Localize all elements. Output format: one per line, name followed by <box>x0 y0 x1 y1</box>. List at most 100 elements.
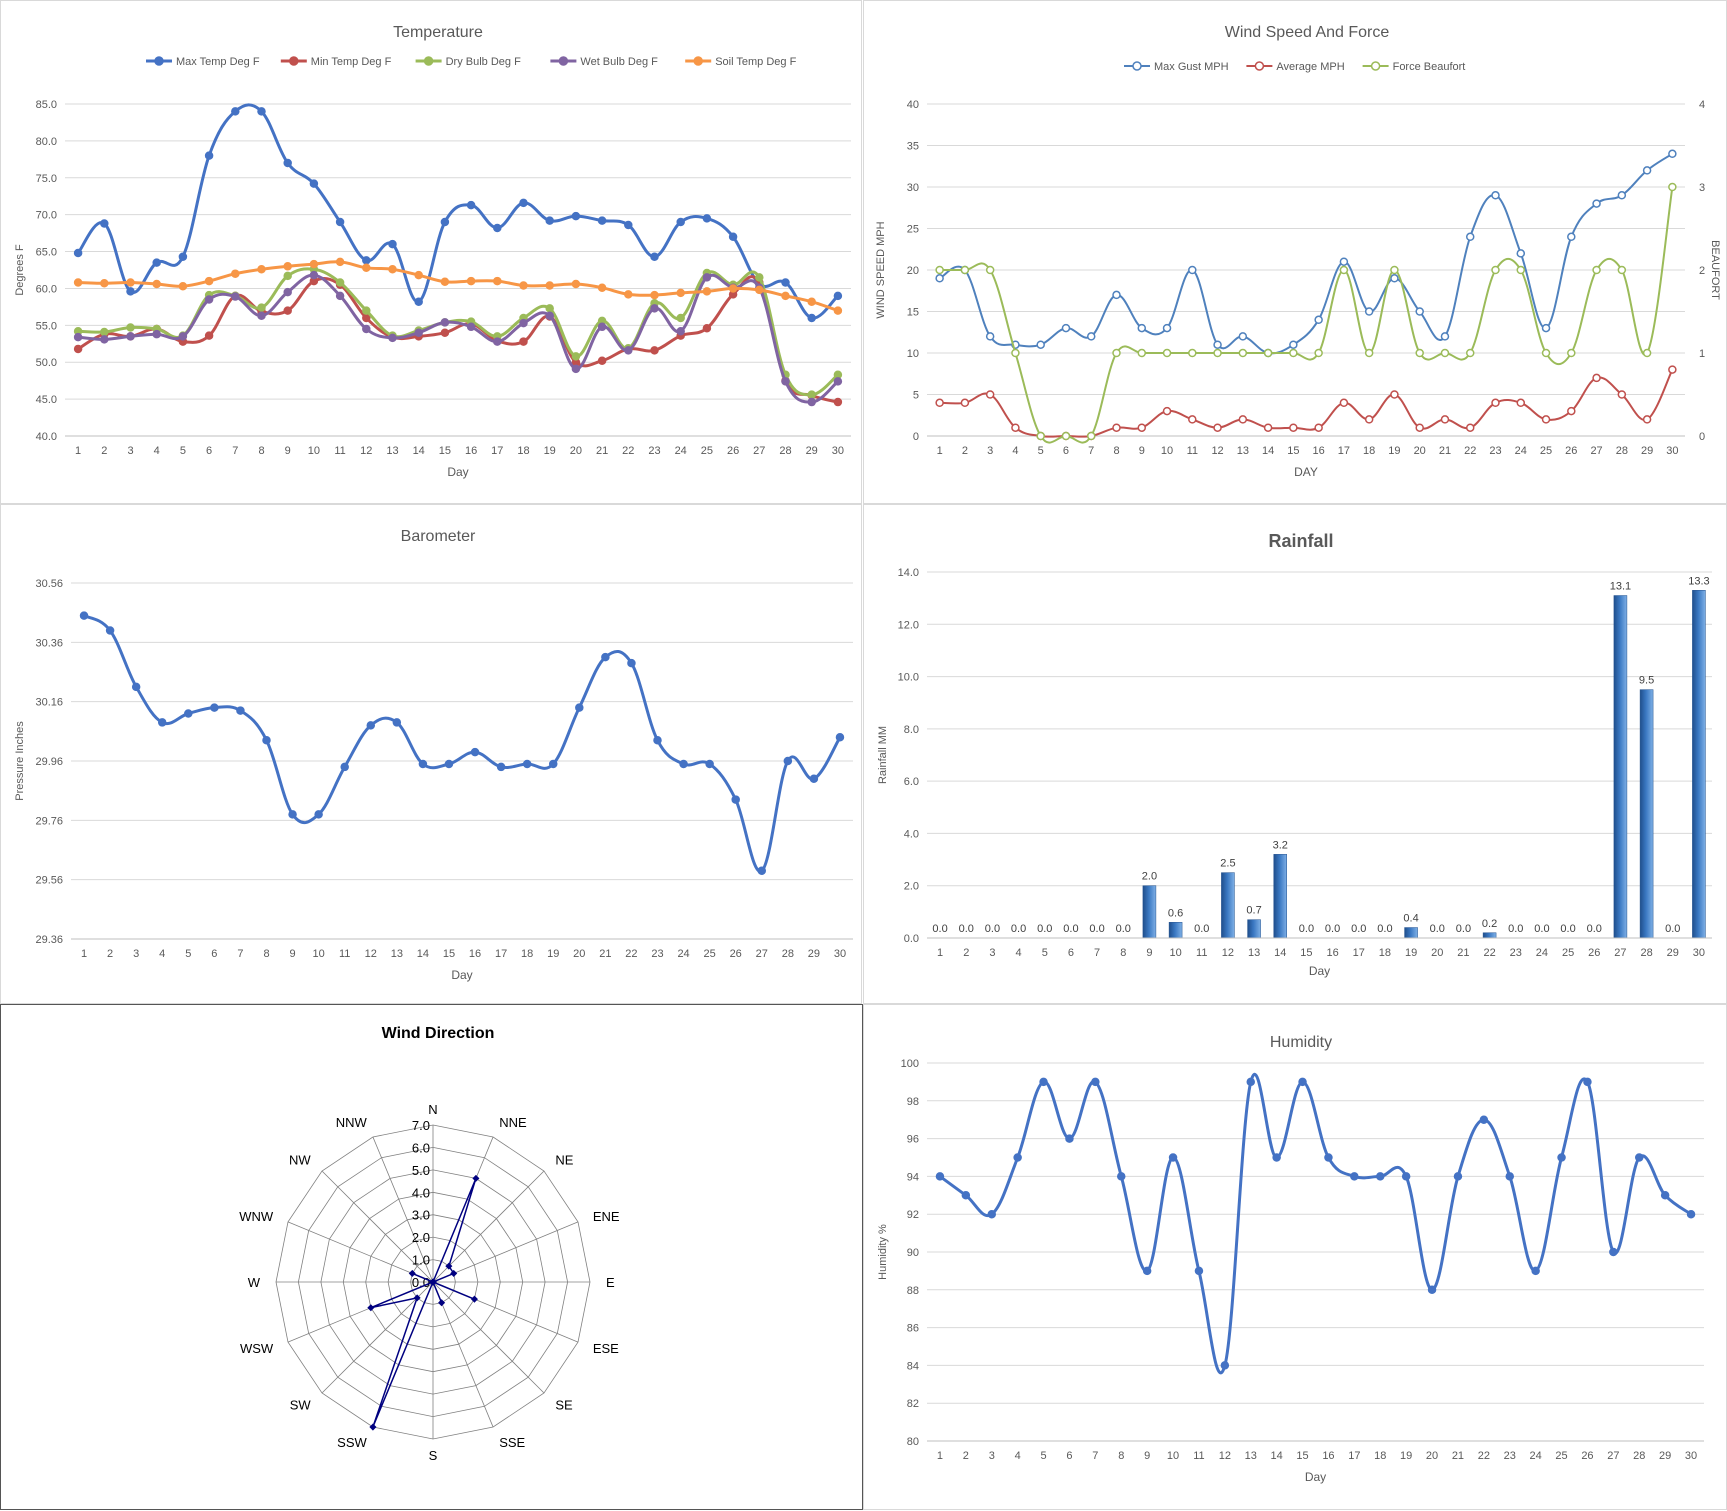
y-tick-label: 82 <box>907 1398 919 1410</box>
data-point <box>1491 398 1500 408</box>
data-point <box>1592 373 1601 383</box>
data-point <box>184 709 193 718</box>
x-tick-label: 2 <box>962 445 968 457</box>
data-point <box>1491 191 1500 200</box>
data-point <box>807 390 816 399</box>
x-tick-label: 21 <box>599 948 611 960</box>
data-point <box>1238 332 1248 341</box>
data-point <box>1188 348 1197 358</box>
y-tick-label: 85.0 <box>36 99 57 111</box>
x-tick-label: 17 <box>495 948 507 960</box>
data-point <box>440 277 450 287</box>
data-point <box>388 265 397 274</box>
data-point <box>1668 149 1677 159</box>
y-tick-label: 60.0 <box>36 283 57 295</box>
rain-bar <box>1273 854 1287 939</box>
x-tick-label: 11 <box>1196 947 1207 959</box>
y-tick-label: 96 <box>907 1134 919 1146</box>
x-tick-label: 12 <box>360 445 372 457</box>
data-point <box>548 759 558 769</box>
data-point <box>1505 1172 1514 1181</box>
x-tick-label: 15 <box>1300 947 1312 959</box>
data-label: 0.7 <box>1246 905 1261 917</box>
data-point <box>1117 1172 1126 1181</box>
data-point <box>1557 1153 1566 1162</box>
data-label: 0.0 <box>1430 923 1445 935</box>
data-point <box>545 281 554 290</box>
y-tick-label: 86 <box>907 1323 919 1335</box>
data-point <box>1036 340 1045 349</box>
data-point <box>105 626 115 635</box>
x-tick-label: 28 <box>782 948 794 960</box>
x-tick-label: 27 <box>1590 445 1602 457</box>
x-tick-label: 20 <box>1431 947 1443 959</box>
y-tick-label: 90 <box>907 1247 919 1259</box>
data-label: 0.0 <box>1508 923 1523 935</box>
data-point <box>935 1172 945 1181</box>
data-point <box>728 284 738 293</box>
y-tick-label: 65.0 <box>36 247 57 259</box>
temperature-chart-panel: Temperature 40.0 45.0 50.0 55.0 60.0 65.0 70.0 7… <box>0 0 862 504</box>
x-tick-label: 23 <box>1510 947 1522 959</box>
data-point <box>1289 348 1298 358</box>
data-point <box>1516 398 1526 408</box>
radar-point <box>445 1262 453 1270</box>
chart-title: Barometer <box>401 528 476 545</box>
y-tick-label: 30.56 <box>35 578 63 590</box>
data-point <box>807 297 816 306</box>
x-tick-label: 3 <box>127 445 133 457</box>
x-tick-label: 7 <box>1092 1450 1098 1462</box>
y-tick-label: 45.0 <box>36 394 57 406</box>
y-tick-label: 29.96 <box>35 756 63 768</box>
data-point <box>100 327 109 337</box>
data-point <box>283 262 292 271</box>
data-point <box>1112 290 1121 300</box>
x-tick-label: 23 <box>1504 1450 1516 1462</box>
data-point <box>414 270 423 280</box>
y-tick-label: 100 <box>901 1058 919 1070</box>
data-point <box>493 223 502 233</box>
data-point <box>444 759 454 769</box>
y-tick-label: 94 <box>907 1171 919 1183</box>
x-tick-label: 12 <box>365 948 377 960</box>
data-label: 0.0 <box>1351 923 1366 935</box>
data-point <box>545 311 554 320</box>
x-tick-label: 28 <box>1616 445 1628 457</box>
x-tick-label: 17 <box>1348 1450 1360 1462</box>
x-tick-label: 11 <box>334 445 345 457</box>
series-line <box>939 186 1674 444</box>
x-tick-label: 27 <box>1614 947 1626 959</box>
chart-title: Humidity <box>1270 1034 1332 1051</box>
data-point <box>204 276 214 286</box>
data-label: 0.0 <box>1063 923 1078 935</box>
y-tick-label: 10 <box>907 348 919 360</box>
data-point <box>1142 1266 1152 1276</box>
data-point <box>1440 348 1450 358</box>
data-point <box>1427 1285 1437 1295</box>
x-tick-label: 25 <box>701 445 713 457</box>
x-tick-label: 27 <box>1607 1450 1619 1462</box>
y-tick-label: 20 <box>907 265 919 277</box>
data-point <box>1238 348 1248 358</box>
x-tick-label: 18 <box>521 948 533 960</box>
data-point <box>597 216 607 225</box>
data-label: 0.0 <box>1089 923 1104 935</box>
data-label: 0.0 <box>985 923 1000 935</box>
radar-spoke <box>372 1136 434 1283</box>
x-tick-label: 20 <box>570 445 582 457</box>
data-point <box>519 198 528 208</box>
data-point <box>204 295 214 304</box>
data-label: 0.0 <box>1037 923 1052 935</box>
data-point <box>73 344 83 354</box>
data-point <box>1061 323 1071 333</box>
x-tick-label: 3 <box>133 948 139 960</box>
data-point <box>288 810 297 819</box>
rainfall-chart: Rainfall0.02.04.06.08.010.012.014.00.010… <box>877 531 1712 978</box>
data-point <box>100 219 109 228</box>
x-tick-label: 7 <box>1094 947 1100 959</box>
data-point <box>152 258 161 267</box>
x-tick-label: 13 <box>1245 1450 1257 1462</box>
x-tick-label: 4 <box>154 445 160 457</box>
x-tick-label: 26 <box>727 445 739 457</box>
x-tick-label: 1 <box>81 948 87 960</box>
